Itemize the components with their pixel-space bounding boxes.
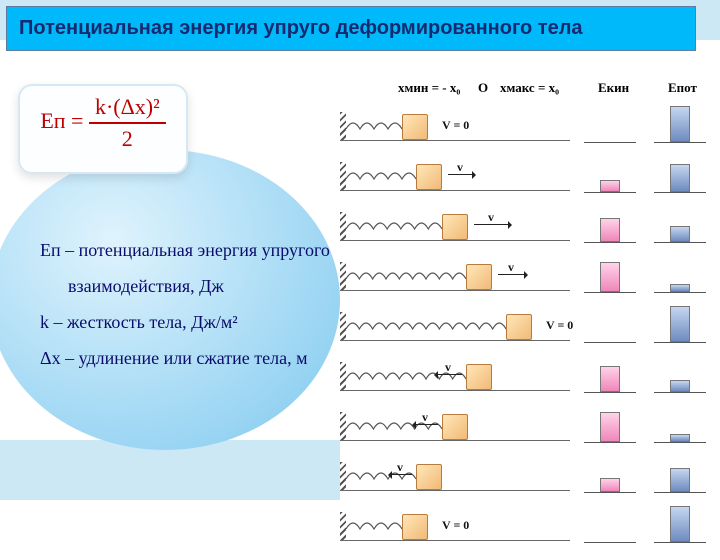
ep-cell (650, 154, 710, 198)
track-line (340, 540, 570, 541)
spring-row: V = 0 (340, 304, 570, 348)
velocity-label: v (422, 410, 428, 425)
ep-cell (650, 204, 710, 248)
energy-bars: Eкин Eпот (580, 80, 720, 540)
formula-denominator: 2 (89, 124, 166, 152)
track-line (340, 340, 570, 341)
page-title: Потенциальная энергия упруго деформирова… (19, 17, 583, 39)
velocity-label: v (445, 360, 451, 375)
track-line (340, 440, 570, 441)
ep-header: Eпот (668, 80, 697, 96)
legend-line: взаимодействия, Дж (40, 268, 330, 304)
ep-bar (670, 434, 690, 442)
formula-card: Eп = k·(Δx)² 2 (18, 84, 188, 174)
ep-bar (670, 306, 690, 342)
legend: Eп – потенциальная энергия упругого взаи… (40, 232, 330, 376)
ep-bar (670, 106, 690, 142)
spring-row: v (340, 254, 570, 298)
ek-cell (580, 104, 640, 148)
velocity-label: v (457, 160, 463, 175)
mass-block (466, 364, 492, 390)
spring-row: v (340, 454, 570, 498)
velocity-zero-label: V = 0 (546, 318, 573, 333)
mass-block (416, 164, 442, 190)
ek-bar (600, 412, 620, 442)
legend-line: k – жесткость тела, Дж/м² (40, 304, 330, 340)
velocity-label: v (488, 210, 494, 225)
legend-line: Eп – потенциальная энергия упругого (40, 232, 330, 268)
origin-label: O (478, 80, 488, 96)
track-line (340, 190, 570, 191)
ep-cell (650, 254, 710, 298)
spring-row: v (340, 354, 570, 398)
spring-row: V = 0 (340, 104, 570, 148)
ek-cell (580, 254, 640, 298)
ep-bar (670, 380, 690, 392)
ek-bar (600, 366, 620, 392)
spring-icon (346, 222, 442, 236)
track-line (340, 140, 570, 141)
ep-cell (650, 354, 710, 398)
spring-diagram: xмин = - x₀ O xмакс = x₀ V = 0 v v v V = 0 v v… (340, 80, 720, 540)
ek-cell (580, 204, 640, 248)
mass-block (442, 214, 468, 240)
spring-icon (346, 122, 402, 136)
ep-bar (670, 226, 690, 242)
ek-cell (580, 154, 640, 198)
track-line (340, 490, 570, 491)
spring-row: v (340, 154, 570, 198)
ep-cell (650, 504, 710, 548)
velocity-zero-label: V = 0 (442, 118, 469, 133)
ep-cell (650, 454, 710, 498)
ep-cell (650, 404, 710, 448)
ek-bar (600, 180, 620, 192)
ek-cell (580, 404, 640, 448)
spring-row: v (340, 404, 570, 448)
ep-bar (670, 468, 690, 492)
title-bar: Потенциальная энергия упруго деформирова… (6, 6, 696, 51)
spring-icon (346, 522, 402, 536)
mass-block (402, 514, 428, 540)
ep-cell (650, 104, 710, 148)
ep-bar (670, 284, 690, 292)
ep-bar (670, 164, 690, 192)
xmax-label: xмакс = x₀ (500, 80, 559, 96)
spring-row: V = 0 (340, 504, 570, 548)
formula-numerator: k·(Δx)² (89, 94, 166, 124)
mass-block (416, 464, 442, 490)
axis-labels: xмин = - x₀ O xмакс = x₀ (400, 80, 570, 100)
ep-cell (650, 304, 710, 348)
formula-lhs: Eп = (40, 108, 83, 133)
ek-bar (600, 218, 620, 242)
ek-cell (580, 504, 640, 548)
ek-bar (600, 262, 620, 292)
ek-cell (580, 354, 640, 398)
spring-icon (346, 272, 466, 286)
mass-block (442, 414, 468, 440)
velocity-zero-label: V = 0 (442, 518, 469, 533)
velocity-label: v (508, 260, 514, 275)
spring-row: v (340, 204, 570, 248)
ek-cell (580, 304, 640, 348)
mass-block (402, 114, 428, 140)
track-line (340, 390, 570, 391)
spring-icon (346, 172, 416, 186)
legend-line: Δx – удлинение или сжатие тела, м (40, 340, 330, 376)
spring-icon (346, 322, 506, 336)
ep-bar (670, 506, 690, 542)
ek-header: Eкин (598, 80, 629, 96)
track-line (340, 240, 570, 241)
ek-cell (580, 454, 640, 498)
xmin-label: xмин = - x₀ (398, 80, 460, 96)
mass-block (506, 314, 532, 340)
mass-block (466, 264, 492, 290)
track-line (340, 290, 570, 291)
ek-bar (600, 478, 620, 492)
velocity-label: v (397, 460, 403, 475)
